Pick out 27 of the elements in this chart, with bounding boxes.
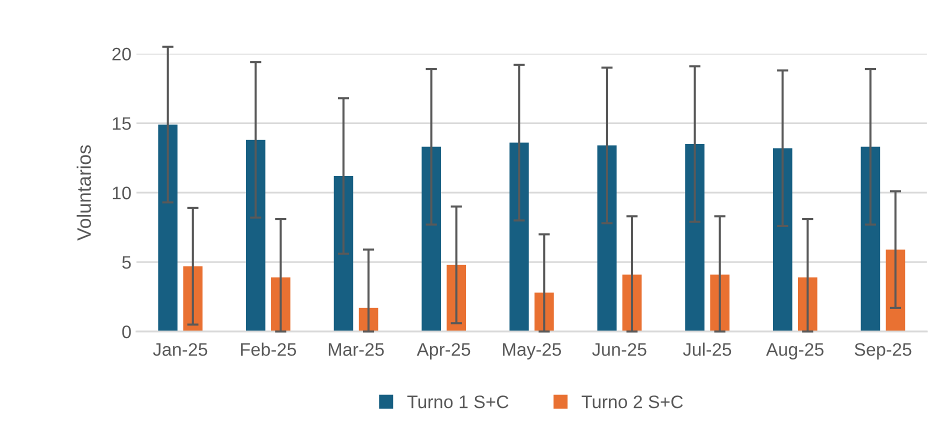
bar [772,148,792,332]
bar [246,140,266,332]
x-tick-label: Jan-25 [153,343,208,356]
x-tick-label: May-25 [503,343,562,360]
y-axis-title: Voluntarios [76,145,91,241]
x-tick-label: Mar-25 [328,343,384,356]
y-tick-label: 0 [122,325,131,338]
legend-label: Turno 1 S+C [407,395,508,408]
legend-label: Turno 2 S+C [582,395,683,408]
x-tick-label: Apr-25 [416,343,470,360]
x-tick-label: Feb-25 [241,342,296,356]
bar [886,250,906,332]
x-tick-label: Jul-25 [683,342,732,356]
bar [509,142,529,332]
bar [597,145,617,332]
x-tick-label: Jun-25 [592,343,646,356]
x-tick-label: Aug-25 [766,343,824,360]
y-tick-label: 15 [112,117,131,130]
y-tick-label: 10 [112,186,131,200]
bar [685,144,704,332]
y-tick-label: 20 [112,48,131,60]
bar [334,176,354,332]
x-tick-label: Sep-25 [854,343,912,360]
bar [860,146,880,332]
bar [422,146,441,332]
bar [158,124,178,332]
y-tick-label: 5 [122,256,131,269]
